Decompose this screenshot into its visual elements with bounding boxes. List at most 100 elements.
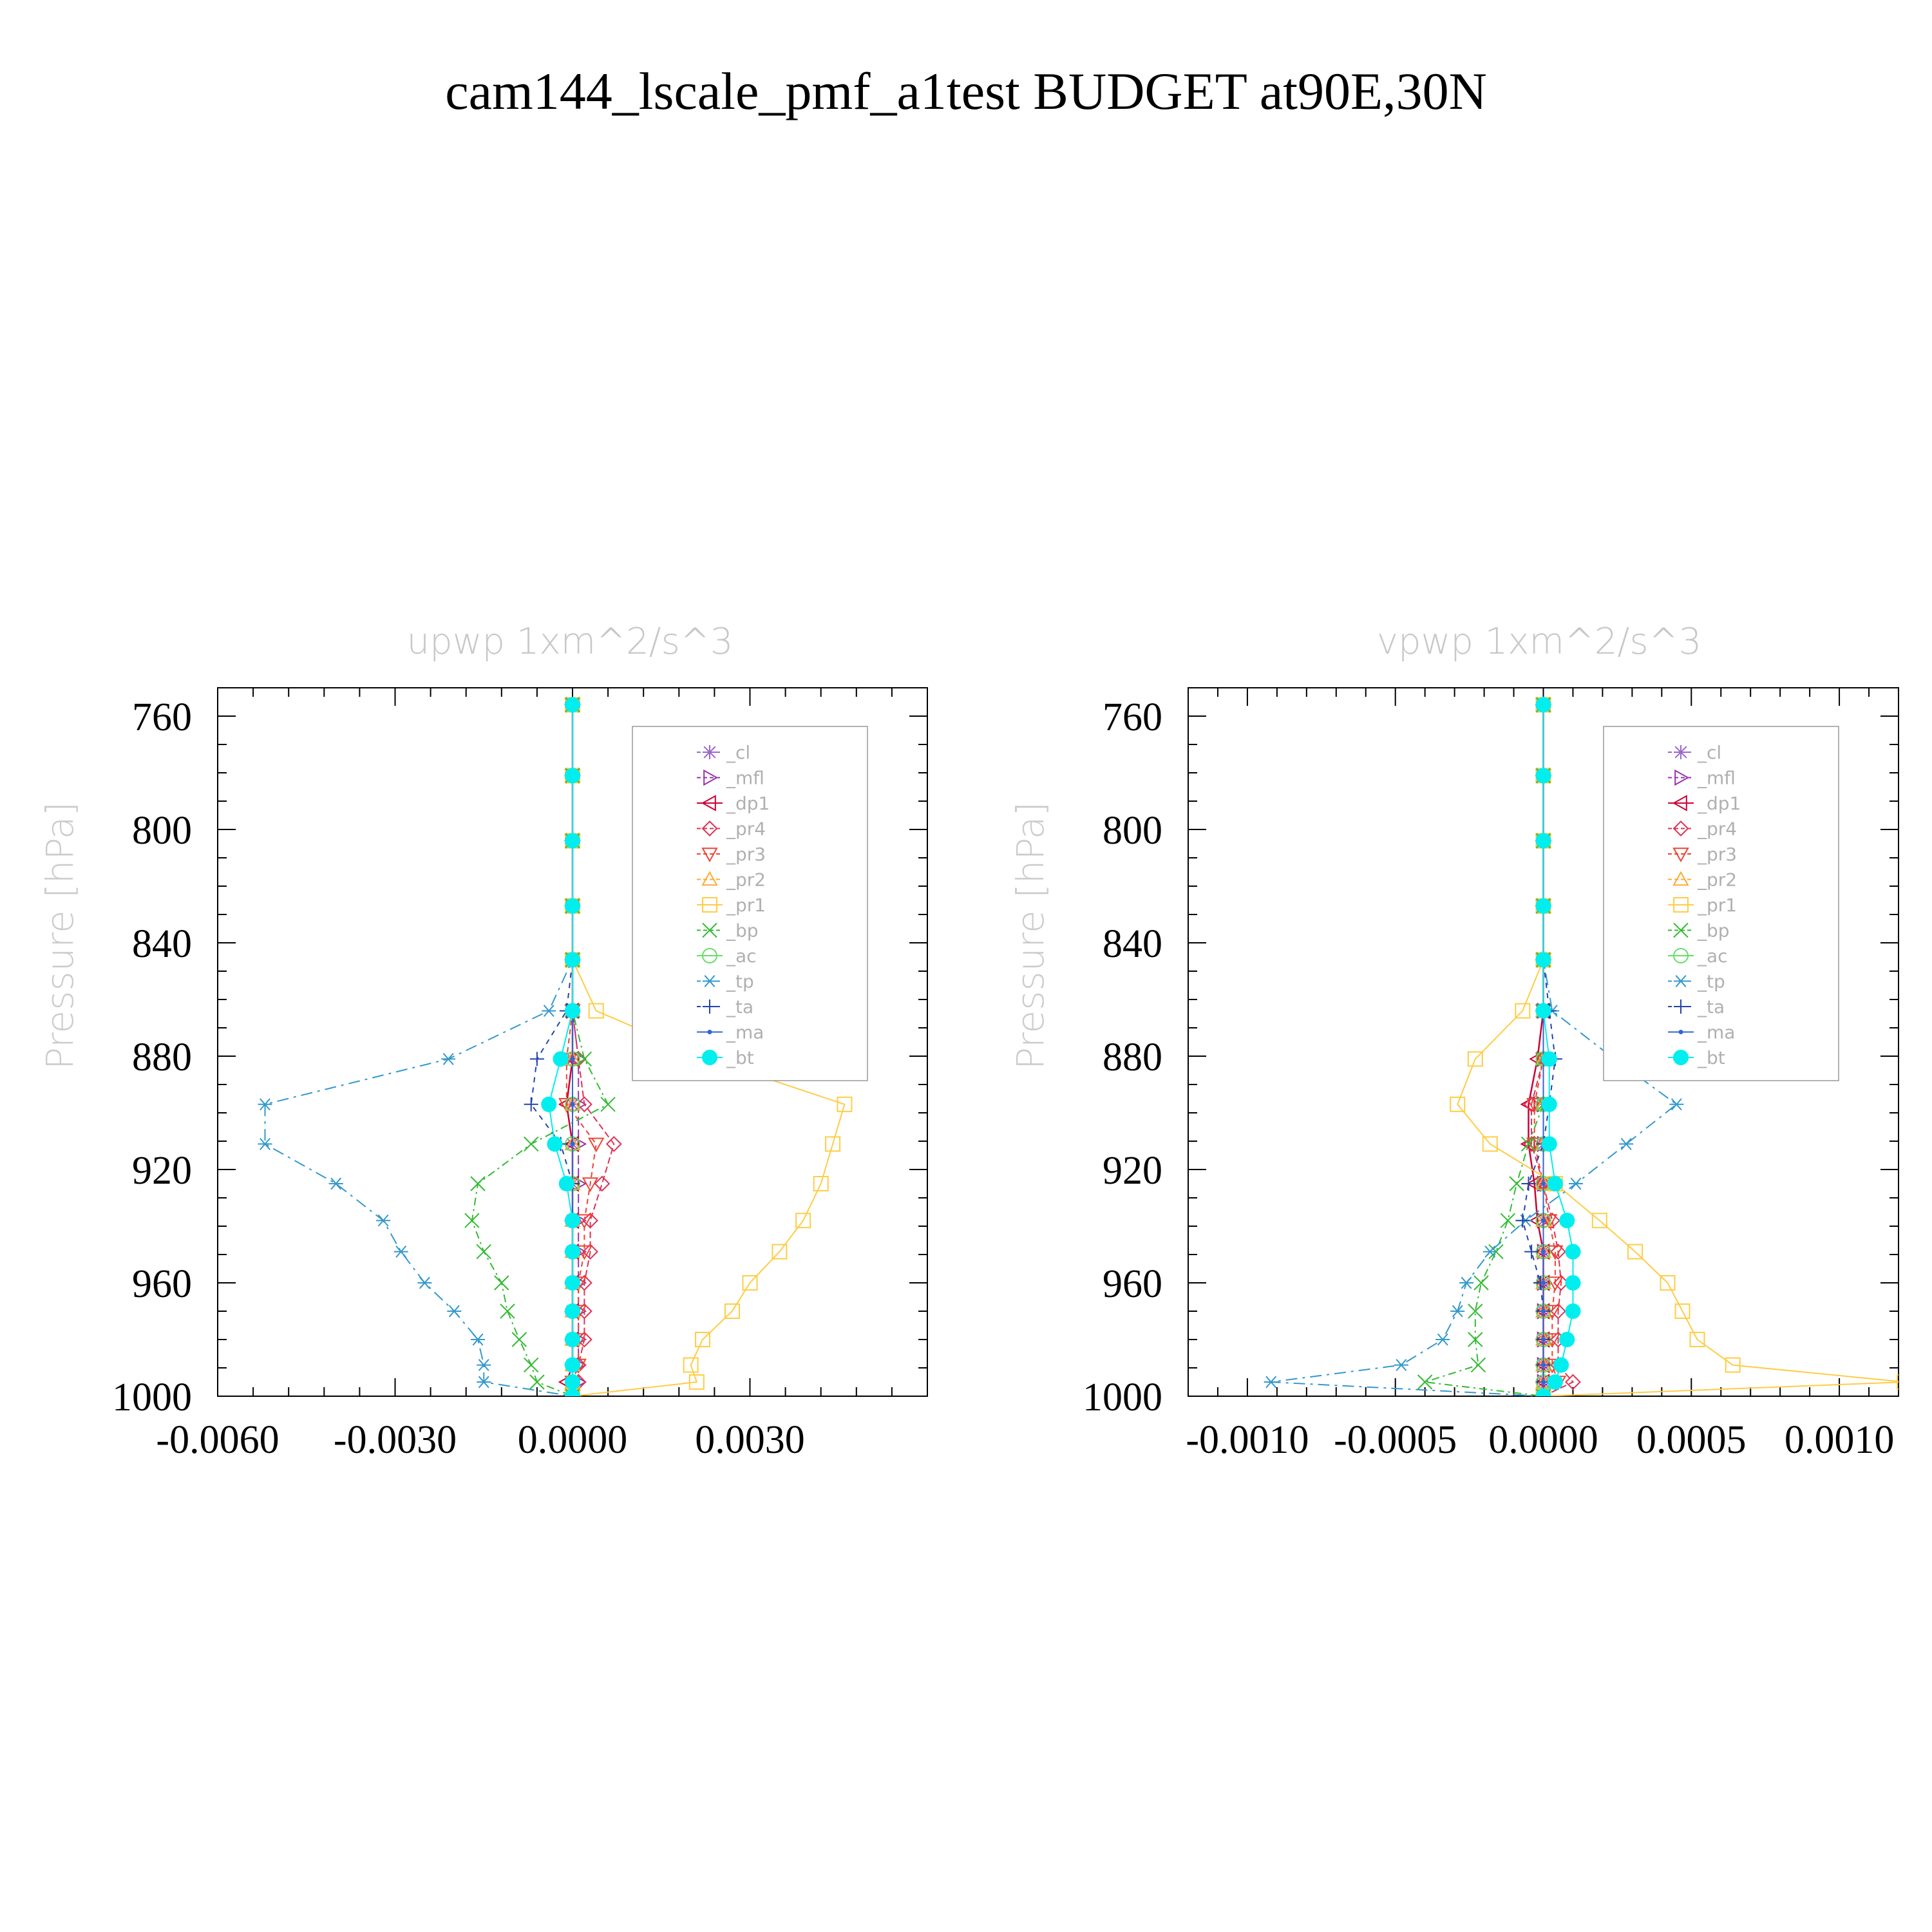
- marker-bt: [1547, 1374, 1563, 1390]
- marker-bp: [1470, 1357, 1486, 1373]
- marker-pr3: [1547, 1276, 1564, 1292]
- marker-bt: [558, 1175, 574, 1192]
- series-pr3: [558, 698, 605, 1396]
- marker-tp: [471, 1333, 486, 1346]
- marker-ma: [1541, 1181, 1546, 1186]
- marker-pr1: [1660, 1275, 1676, 1291]
- series-line-mfl: [572, 705, 580, 1396]
- y-tick-label: 1000: [1083, 1376, 1162, 1419]
- legend-label: _bp: [726, 920, 759, 942]
- marker-bt: [564, 697, 581, 713]
- marker-ta: [529, 1052, 544, 1066]
- legend-label: _ma: [1697, 1022, 1735, 1043]
- legend-label: _ma: [726, 1022, 764, 1043]
- series-pr4: [1523, 696, 1581, 1396]
- x-tick-label: 0.0000: [518, 1418, 628, 1462]
- marker-ta: [1515, 1213, 1530, 1228]
- marker-cl: [703, 745, 717, 759]
- marker-bt: [1553, 1357, 1569, 1373]
- marker-tp: [477, 1376, 491, 1388]
- marker-ta: [703, 999, 717, 1014]
- marker-bt: [564, 1003, 581, 1019]
- y-tick-label: 920: [1103, 1149, 1162, 1193]
- marker-bt: [1541, 1051, 1557, 1067]
- marker-ta: [1674, 999, 1688, 1014]
- marker-tp: [258, 1137, 272, 1150]
- legend-label: _tp: [1697, 971, 1725, 992]
- marker-tp: [1569, 1177, 1584, 1190]
- marker-bp: [464, 1213, 480, 1228]
- marker-bp: [1417, 1374, 1433, 1390]
- marker-tp: [1459, 1276, 1474, 1289]
- series-line-bp: [1425, 705, 1544, 1396]
- marker-pr1: [772, 1244, 788, 1260]
- marker-pr3: [1540, 1214, 1558, 1229]
- marker-tp: [1450, 1305, 1465, 1318]
- legend-label: _cl: [1697, 742, 1721, 763]
- marker-pr1: [695, 1332, 711, 1347]
- marker-bt: [553, 1051, 569, 1067]
- marker-bt: [564, 1331, 581, 1348]
- marker-bt: [564, 833, 581, 849]
- marker-pr3: [576, 1214, 593, 1229]
- marker-bt: [1535, 1003, 1551, 1019]
- legend-label: _bt: [1697, 1047, 1725, 1068]
- marker-bt: [1565, 1274, 1581, 1291]
- legend-label: _pr2: [726, 869, 766, 891]
- marker-bp: [702, 922, 717, 938]
- marker-tp: [1619, 1137, 1634, 1150]
- marker-dp1: [564, 1135, 579, 1153]
- marker-tp: [258, 1098, 272, 1111]
- series-ta: [524, 697, 580, 1396]
- y-tick-label: 800: [1103, 809, 1162, 853]
- legend-label: _pr1: [1697, 895, 1737, 916]
- series-bt: [1535, 697, 1581, 1396]
- marker-ma: [1541, 1363, 1546, 1368]
- marker-pr1: [683, 1357, 699, 1373]
- marker-tp: [1264, 1376, 1278, 1388]
- marker-tp: [393, 1245, 408, 1258]
- marker-pr1: [588, 1003, 604, 1019]
- marker-tp: [477, 1359, 491, 1372]
- legend-label: _pr2: [1697, 869, 1737, 891]
- legend-label: _tp: [726, 971, 754, 992]
- x-tick-label: 0.0000: [1488, 1418, 1598, 1462]
- marker-ma: [570, 1102, 575, 1107]
- marker-pr1: [825, 1136, 841, 1152]
- y-axis-label: Pressure [hPa]: [38, 802, 82, 1070]
- marker-bp: [529, 1374, 545, 1390]
- panel-vpwp: vpwp 1xm^2/s^3 Pressure [hPa] 760 800 840 8…: [1009, 621, 1899, 1462]
- marker-bt: [1559, 1331, 1575, 1348]
- marker-bt: [547, 1136, 563, 1152]
- marker-tp: [1394, 1359, 1408, 1372]
- series-mfl: [566, 696, 587, 1396]
- marker-bt: [564, 1303, 581, 1320]
- marker-bp: [1509, 1176, 1524, 1191]
- marker-bt: [564, 898, 581, 914]
- x-tick-label: 0.0010: [1785, 1418, 1895, 1462]
- y-tick-label: 800: [132, 809, 192, 853]
- marker-ac: [1673, 948, 1689, 963]
- marker-pr3: [701, 848, 718, 863]
- marker-bp: [494, 1275, 509, 1291]
- panel-upwp: upwp 1xm^2/s^3 Pressure [hPa] 760 800 840 8…: [38, 621, 928, 1462]
- panel-title: upwp 1xm^2/s^3: [407, 621, 734, 663]
- marker-pr1: [1674, 1303, 1690, 1319]
- x-tick-label: -0.0060: [156, 1418, 279, 1462]
- legend-box: [632, 726, 868, 1081]
- marker-tp: [1482, 1245, 1497, 1258]
- legend: _cl _mfl _dp1 _pr4 _pr3 _pr2 _pr1 _bp _ac _tp _ta _…: [1603, 726, 1839, 1081]
- marker-dp1: [1672, 795, 1687, 811]
- marker-tp: [328, 1177, 343, 1190]
- marker-pr4: [1672, 820, 1689, 837]
- y-tick-label: 880: [132, 1036, 192, 1079]
- marker-bp: [511, 1332, 527, 1347]
- marker-ta: [1521, 1177, 1536, 1191]
- series-line-ta: [530, 705, 573, 1396]
- marker-bt: [1565, 1244, 1581, 1260]
- series-line-bp: [471, 705, 609, 1396]
- legend-label: _pr1: [726, 895, 766, 916]
- panel-title: vpwp 1xm^2/s^3: [1377, 621, 1701, 663]
- marker-pr1: [688, 1374, 705, 1390]
- marker-pr1: [742, 1275, 758, 1291]
